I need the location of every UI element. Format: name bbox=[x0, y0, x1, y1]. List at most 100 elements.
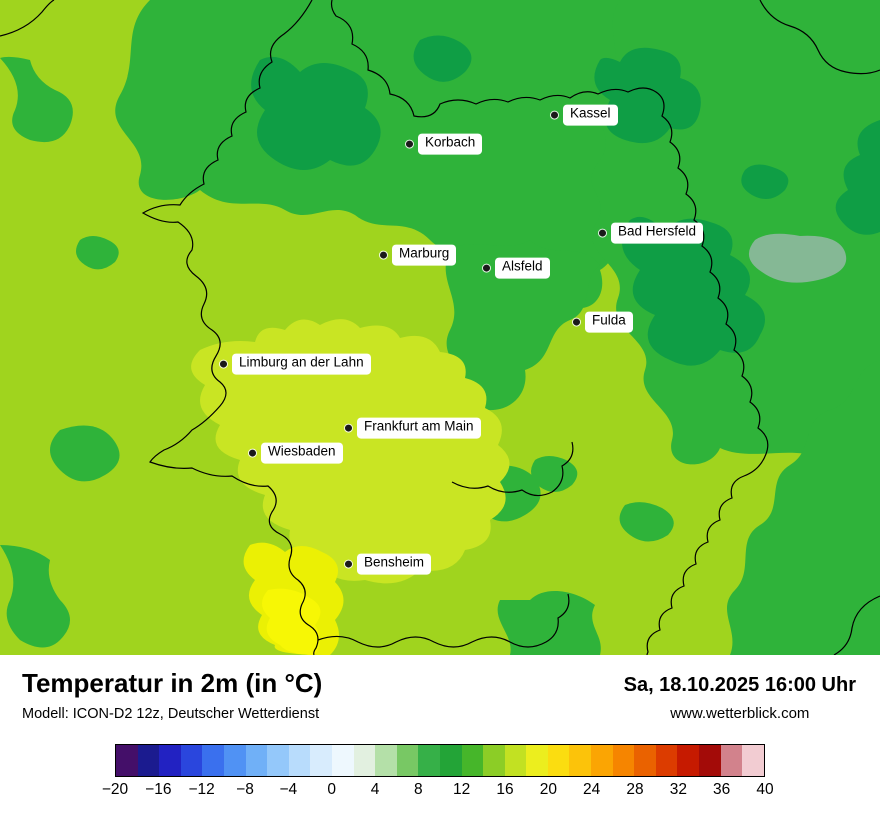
city-dot-icon bbox=[380, 251, 387, 259]
temp-patch-6 bbox=[531, 456, 578, 493]
city-dot-icon bbox=[406, 140, 413, 148]
city-label: Korbach bbox=[418, 133, 483, 155]
colorbar-cell bbox=[375, 745, 397, 776]
info-left: Temperatur in 2m (in °C) Modell: ICON-D2… bbox=[22, 669, 322, 722]
city-dot-icon bbox=[220, 360, 227, 368]
colorbar-cell bbox=[526, 745, 548, 776]
city-label: Alsfeld bbox=[495, 257, 550, 279]
temp-region-north bbox=[115, 0, 651, 309]
temperature-legend: −20 −16 −12 −8 −4 0 4 8 12 16 20 24 28 32 36 40 bbox=[102, 744, 774, 803]
city-marker: Fulda bbox=[573, 311, 633, 333]
colorbar-tick-label: −4 bbox=[279, 781, 298, 798]
city-marker: Korbach bbox=[406, 133, 483, 155]
weather-map: Kassel Korbach Bad Hersfeld Marburg Alsfeld F… bbox=[0, 0, 880, 655]
city-marker: Kassel bbox=[551, 104, 618, 126]
temp-warm-rhein-main bbox=[191, 319, 510, 584]
model-info: Modell: ICON-D2 12z, Deutscher Wetterdie… bbox=[22, 705, 320, 722]
colorbar-cell bbox=[310, 745, 332, 776]
colorbar-tick-label: −20 bbox=[101, 781, 129, 798]
website-credit: www.wetterblick.com bbox=[670, 705, 810, 722]
city-dot-icon bbox=[573, 318, 580, 326]
colorbar-cell bbox=[439, 745, 462, 776]
colorbar-tick-label: −12 bbox=[188, 781, 215, 798]
colorbar-cell bbox=[223, 745, 246, 776]
border-main-pocket bbox=[451, 441, 574, 497]
city-marker: Bensheim bbox=[345, 553, 432, 575]
colorbar-cell bbox=[202, 745, 224, 776]
info-right: Sa, 18.10.2025 16:00 Uhr www.wetterblick… bbox=[624, 669, 856, 722]
colorbar-cell bbox=[699, 745, 721, 776]
city-dot-icon bbox=[599, 229, 606, 237]
colorbar-tick-label: 24 bbox=[583, 781, 601, 798]
colorbar-cell bbox=[180, 745, 203, 776]
colorbar-ticks: −20 −16 −12 −8 −4 0 4 8 12 16 20 24 28 32 36 40 bbox=[102, 781, 774, 803]
temp-region-southeast bbox=[726, 360, 880, 655]
colorbar-tick-label: 40 bbox=[756, 781, 774, 798]
temp-region-vogelsberg bbox=[445, 240, 600, 411]
colorbar-cell bbox=[504, 745, 527, 776]
colorbar-tick-label: 0 bbox=[327, 781, 336, 798]
border-south bbox=[317, 593, 570, 648]
colorbar-cell bbox=[418, 745, 440, 776]
city-dot-icon bbox=[249, 449, 256, 457]
temp-patch-5 bbox=[76, 236, 119, 270]
info-bar: Temperatur in 2m (in °C) Modell: ICON-D2… bbox=[0, 655, 880, 722]
valid-datetime: Sa, 18.10.2025 16:00 Uhr bbox=[623, 674, 856, 696]
colorbar-cell bbox=[461, 745, 484, 776]
colorbar-tick-label: 20 bbox=[539, 781, 557, 798]
colorbar-cell bbox=[547, 745, 570, 776]
temp-cold-patch-east bbox=[741, 164, 789, 199]
colorbar-cell bbox=[720, 745, 743, 776]
city-marker: Alsfeld bbox=[483, 257, 550, 279]
colorbar-tick-label: 28 bbox=[626, 781, 644, 798]
colorbar-cell bbox=[245, 745, 268, 776]
temp-cold-kassel-east bbox=[594, 47, 701, 144]
colorbar-tick-label: 4 bbox=[370, 781, 380, 798]
colorbar-cell bbox=[159, 745, 181, 776]
city-label: Marburg bbox=[392, 244, 457, 266]
city-label: Bad Hersfeld bbox=[611, 222, 704, 244]
city-label: Bensheim bbox=[357, 553, 432, 575]
colorbar-cell bbox=[267, 745, 289, 776]
colorbar-tick-label: 8 bbox=[414, 781, 423, 798]
city-label: Frankfurt am Main bbox=[357, 417, 481, 439]
border-west bbox=[141, 0, 319, 655]
colorbar-tick-label: −16 bbox=[145, 781, 172, 798]
city-layer: Kassel Korbach Bad Hersfeld Marburg Alsfeld F… bbox=[220, 104, 704, 575]
border-corner-topleft bbox=[0, 0, 55, 37]
temp-region-south-center bbox=[497, 590, 601, 655]
colorbar-cell bbox=[116, 745, 138, 776]
colorbar-cell bbox=[331, 745, 354, 776]
temp-hot-core bbox=[261, 588, 321, 655]
city-marker: Limburg an der Lahn bbox=[220, 353, 371, 375]
colorbar-cell bbox=[612, 745, 635, 776]
border-topright bbox=[759, 0, 880, 75]
city-marker: Wiesbaden bbox=[249, 442, 343, 464]
city-dot-icon bbox=[345, 424, 352, 432]
temperature-field-svg bbox=[0, 0, 880, 655]
colorbar-cell bbox=[742, 745, 764, 776]
colorbar-tick-label: 16 bbox=[496, 781, 514, 798]
temp-cold-right-edge bbox=[835, 120, 880, 235]
city-marker: Frankfurt am Main bbox=[345, 417, 481, 439]
colorbar-cell bbox=[353, 745, 376, 776]
colorbar-cell bbox=[591, 745, 613, 776]
city-label: Wiesbaden bbox=[261, 442, 343, 464]
city-marker: Marburg bbox=[380, 244, 457, 266]
colorbar-cell bbox=[137, 745, 160, 776]
city-label: Kassel bbox=[563, 104, 618, 126]
city-label: Fulda bbox=[585, 311, 633, 333]
colorbar-cell bbox=[396, 745, 419, 776]
temp-patch-3 bbox=[0, 545, 70, 648]
city-dot-icon bbox=[551, 111, 558, 119]
map-title: Temperatur in 2m (in °C) bbox=[22, 668, 323, 698]
temp-cold-upland bbox=[251, 56, 381, 170]
temp-cold-rhoen bbox=[622, 216, 765, 366]
temp-patch-4 bbox=[0, 56, 73, 143]
colorbar-cell bbox=[677, 745, 700, 776]
city-label: Limburg an der Lahn bbox=[232, 353, 371, 375]
colorbar-tick-label: 32 bbox=[669, 781, 687, 798]
colorbar bbox=[115, 744, 765, 777]
colorbar-cell bbox=[634, 745, 656, 776]
city-marker: Bad Hersfeld bbox=[599, 222, 704, 244]
